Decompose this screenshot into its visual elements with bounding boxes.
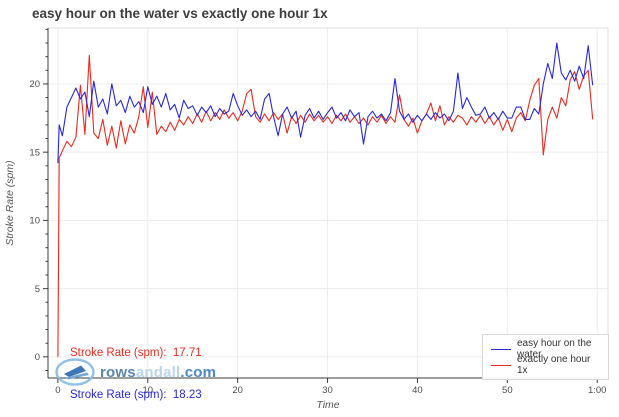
legend: easy hour on the water exactly one hour …	[482, 334, 609, 380]
rowsandall-watermark-link[interactable]: rowsandall.com	[55, 357, 216, 387]
legend-item-exactly-one-hour[interactable]: exactly one hour 1x	[491, 354, 600, 376]
y-tick-label: 15	[29, 147, 40, 158]
series-line-easy-hour-on-the-water	[57, 42, 594, 164]
y-tick-label: 0	[35, 352, 40, 363]
x-tick-label: 20	[232, 385, 243, 396]
chart-title: easy hour on the water vs exactly one ho…	[32, 6, 328, 21]
x-axis-title: Time	[316, 399, 340, 411]
legend-label-exactly-one-hour: exactly one hour 1x	[517, 354, 591, 376]
annotation-blue-average: Stroke Rate (spm): 18.23	[70, 389, 202, 401]
legend-swatch-exactly-one-hour	[491, 364, 511, 366]
annotation-red-average: Stroke Rate (spm): 17.71	[70, 347, 202, 359]
x-tick-label: 30	[322, 385, 333, 396]
y-tick-label: 20	[29, 79, 40, 90]
x-tick-label: 1:00	[588, 385, 607, 396]
y-tick-label: 5	[35, 284, 40, 295]
x-tick-label: 50	[502, 385, 513, 396]
watermark-text: rowsandall.com	[100, 363, 217, 381]
legend-item-easy-hour[interactable]: easy hour on the water	[491, 338, 600, 360]
x-tick-label: 0	[55, 385, 60, 396]
rowsandall-logo-icon	[55, 358, 95, 386]
x-tick-label: 40	[412, 385, 423, 396]
average-annotations: Stroke Rate (spm): 17.71 Stroke Rate (sp…	[70, 318, 202, 417]
x-tick-label: 10	[142, 385, 153, 396]
series-line-exactly-one-hour-1x	[57, 54, 594, 357]
legend-label-easy-hour: easy hour on the water	[517, 338, 592, 360]
y-tick-label: 10	[29, 216, 40, 227]
y-axis-title: Stroke Rate (spm)	[4, 160, 16, 246]
legend-swatch-easy-hour	[491, 348, 511, 350]
